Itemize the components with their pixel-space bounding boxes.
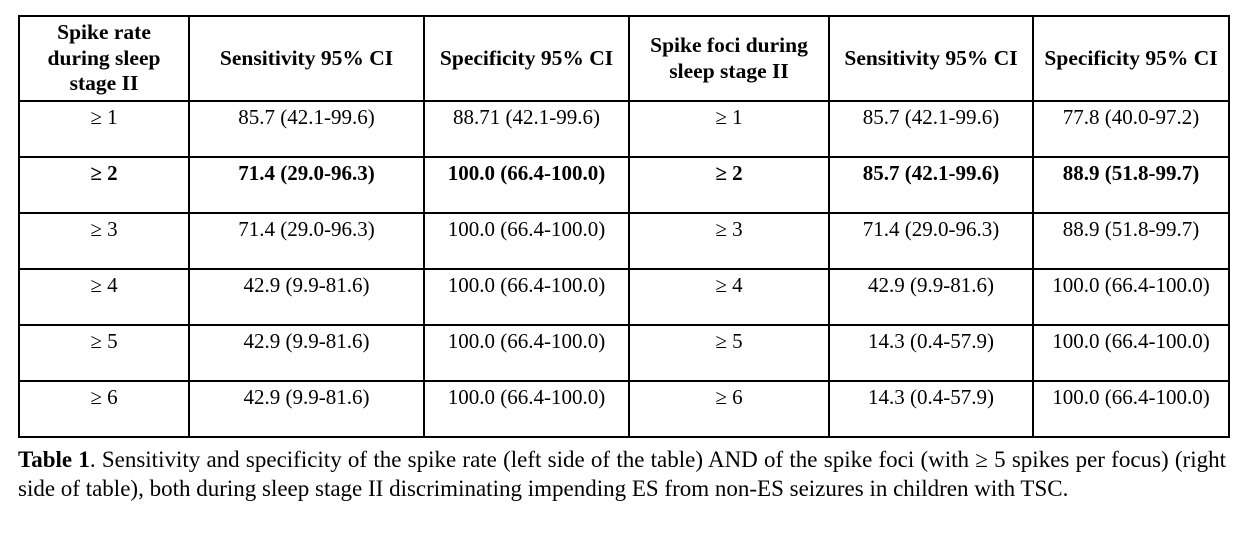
table-cell: 71.4 (29.0-96.3)	[188, 156, 425, 214]
table-cell: 85.7 (42.1-99.6)	[828, 100, 1034, 158]
table-cell: 42.9 (9.9-81.6)	[828, 268, 1034, 326]
document-page: Spike rate during sleep stage II Sensitiv…	[0, 15, 1244, 549]
table-cell: 85.7 (42.1-99.6)	[188, 100, 425, 158]
column-header: Sensitivity 95% CI	[828, 15, 1034, 102]
table-cell: ≥ 3	[18, 212, 190, 270]
table-caption-label: Table 1	[18, 447, 90, 472]
column-header: Spike rate during sleep stage II	[18, 15, 190, 102]
table-cell: 14.3 (0.4-57.9)	[828, 324, 1034, 382]
table-cell: 14.3 (0.4-57.9)	[828, 380, 1034, 438]
table-cell: ≥ 3	[628, 212, 830, 270]
column-header: Spike foci during sleep stage II	[628, 15, 830, 102]
table-cell: 100.0 (66.4-100.0)	[1032, 268, 1230, 326]
table-caption: Table 1. Sensitivity and specificity of …	[18, 445, 1226, 503]
table-cell: ≥ 6	[628, 380, 830, 438]
table-cell: 100.0 (66.4-100.0)	[423, 212, 630, 270]
table-cell: 77.8 (40.0-97.2)	[1032, 100, 1230, 158]
table-cell: 100.0 (66.4-100.0)	[423, 380, 630, 438]
column-header: Specificity 95% CI	[423, 15, 630, 102]
table-caption-text: . Sensitivity and specificity of the spi…	[18, 447, 1226, 502]
column-header: Specificity 95% CI	[1032, 15, 1230, 102]
column-header: Sensitivity 95% CI	[188, 15, 425, 102]
table-cell: 71.4 (29.0-96.3)	[828, 212, 1034, 270]
table-cell: ≥ 4	[18, 268, 190, 326]
table-cell: 42.9 (9.9-81.6)	[188, 324, 425, 382]
table-cell: ≥ 5	[628, 324, 830, 382]
table-cell: ≥ 1	[18, 100, 190, 158]
table-cell: ≥ 1	[628, 100, 830, 158]
table-cell: 88.9 (51.8-99.7)	[1032, 156, 1230, 214]
table-row: ≥ 2 71.4 (29.0-96.3) 100.0 (66.4-100.0) ≥ 2…	[18, 156, 1230, 214]
table-cell: 100.0 (66.4-100.0)	[423, 156, 630, 214]
sensitivity-specificity-table: Spike rate during sleep stage II Sensitiv…	[18, 15, 1230, 438]
table-cell: ≥ 4	[628, 268, 830, 326]
table-cell: 42.9 (9.9-81.6)	[188, 268, 425, 326]
table-cell: 100.0 (66.4-100.0)	[1032, 324, 1230, 382]
table-cell: 42.9 (9.9-81.6)	[188, 380, 425, 438]
table-cell: ≥ 2	[18, 156, 190, 214]
table-cell: 85.7 (42.1-99.6)	[828, 156, 1034, 214]
table-cell: 100.0 (66.4-100.0)	[1032, 380, 1230, 438]
table-cell: ≥ 5	[18, 324, 190, 382]
table-cell: ≥ 2	[628, 156, 830, 214]
table-cell: 100.0 (66.4-100.0)	[423, 268, 630, 326]
table-cell: 88.71 (42.1-99.6)	[423, 100, 630, 158]
table-cell: ≥ 6	[18, 380, 190, 438]
table-cell: 100.0 (66.4-100.0)	[423, 324, 630, 382]
table-row: ≥ 3 71.4 (29.0-96.3) 100.0 (66.4-100.0) ≥ 3…	[18, 212, 1230, 270]
table-header-row: Spike rate during sleep stage II Sensitiv…	[18, 15, 1230, 102]
table-cell: 88.9 (51.8-99.7)	[1032, 212, 1230, 270]
table-cell: 71.4 (29.0-96.3)	[188, 212, 425, 270]
